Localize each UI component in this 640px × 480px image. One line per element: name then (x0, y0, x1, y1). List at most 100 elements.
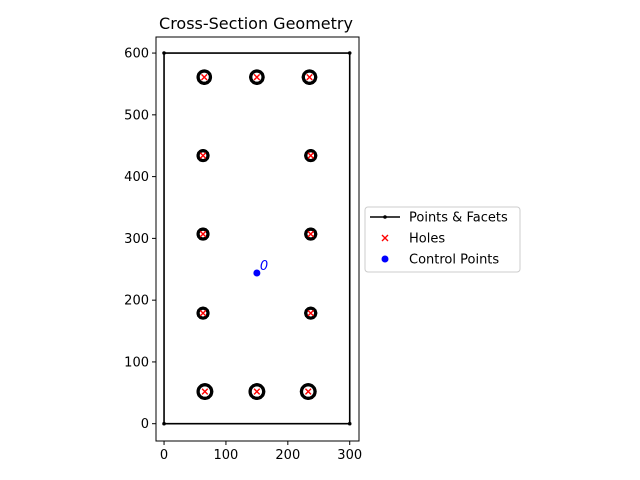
bar-vertex (302, 78, 306, 82)
bar-vertex (310, 70, 315, 74)
hole-marker (200, 73, 208, 81)
bar-vertex (210, 389, 214, 394)
bar-vertex (258, 70, 262, 74)
bar-vertex (300, 386, 304, 390)
bar-vertex (197, 78, 201, 82)
bar-vertex (255, 81, 259, 85)
bar-vertex (249, 393, 253, 397)
bar-vertex (314, 232, 318, 236)
x-tick-label: 0 (160, 448, 168, 463)
bar-vertex (197, 393, 201, 397)
bar-vertex (313, 78, 317, 82)
outline-vertex (162, 421, 166, 426)
bar-vertex (252, 70, 256, 74)
bar-vertex (311, 236, 315, 240)
bar-vertex (251, 384, 256, 388)
bar-vertex (309, 306, 313, 310)
bar-vertex (258, 395, 262, 400)
outline-vertex (162, 51, 166, 55)
legend-label: Points & Facets (409, 211, 508, 226)
legend-line-dot (383, 215, 387, 219)
bar-vertex (255, 383, 259, 387)
bar-vertex (201, 237, 205, 241)
bar-vertex (197, 314, 201, 318)
bar-vertex (260, 72, 264, 76)
legend: Points & Facets Holes Control Points (364, 206, 521, 273)
bar-vertex (196, 154, 200, 158)
bar-vertex (309, 149, 313, 153)
hole-marker (201, 388, 209, 395)
bar-vertex (258, 384, 262, 388)
bar-vertex (201, 227, 205, 231)
chart-title: Cross-Section Geometry (159, 14, 353, 33)
bar-vertex (208, 75, 213, 79)
legend-box (364, 206, 521, 273)
hole-marker (253, 388, 261, 395)
y-tick-label: 500 (124, 108, 149, 123)
bar-vertex (255, 69, 259, 73)
bar-vertex (309, 158, 313, 163)
bar-vertex (205, 70, 209, 74)
bar-vertex (203, 383, 207, 387)
bar-vertex (249, 75, 253, 79)
bar-vertex (314, 75, 318, 79)
bar-vertex (198, 307, 203, 311)
y-tick-label: 400 (124, 170, 149, 185)
axes-frame (155, 36, 360, 442)
bar-vertex (309, 227, 313, 231)
bar-vertex (249, 72, 254, 76)
bar-vertex (197, 72, 201, 76)
bar-vertex (199, 395, 204, 400)
bar-vertex (252, 80, 256, 85)
bar-vertex (310, 395, 314, 400)
control-point (253, 269, 261, 277)
bar-vertex (255, 396, 259, 400)
bar-vertex (304, 311, 308, 315)
bar-vertex (199, 384, 204, 388)
bar-vertex (201, 316, 205, 320)
bar-vertex (258, 80, 262, 85)
bar-vertex (196, 389, 200, 394)
bar-vertex (197, 386, 201, 390)
x-tick-label: 300 (337, 448, 362, 463)
hole-marker (307, 230, 315, 238)
bar-vertex (304, 232, 308, 236)
bar-vertex (312, 386, 316, 390)
bar-vertex (303, 384, 307, 388)
bar-vertex (201, 158, 205, 163)
bar-vertex (205, 151, 209, 155)
bar-vertex (203, 158, 208, 162)
bar-vertex (300, 393, 304, 397)
hole-marker (199, 230, 207, 238)
bar-vertex (301, 75, 305, 79)
bar-vertex (206, 395, 210, 400)
bar-vertex (205, 229, 209, 234)
bar-vertex (199, 70, 203, 74)
bar-vertex (196, 75, 200, 79)
bar-vertex (304, 154, 308, 158)
bar-vertex (313, 229, 317, 234)
bar-vertex (208, 72, 212, 76)
bar-vertex (202, 69, 206, 73)
bar-vertex (209, 393, 213, 397)
bar-vertex (201, 149, 205, 153)
bar-vertex (306, 228, 310, 232)
bar-vertex (206, 311, 210, 315)
bar-vertex (310, 384, 314, 388)
bar-vertex (303, 395, 307, 400)
bar-vertex (203, 236, 208, 240)
bar-vertex (261, 75, 265, 79)
bar-vertex (313, 72, 317, 76)
bar-vertex (249, 78, 254, 82)
legend-label: Holes (409, 232, 445, 247)
bar-vertex (198, 149, 203, 153)
bar-vertex (309, 237, 313, 241)
bar-vertex (262, 389, 266, 394)
axis-ticks: 0 100 200 300 0 100 200 300 400 500 600 (124, 47, 362, 463)
bar-vertex (206, 232, 210, 236)
hole-marker (307, 152, 315, 159)
legend-hole-swatch (381, 234, 389, 242)
bar-vertex (306, 307, 310, 311)
